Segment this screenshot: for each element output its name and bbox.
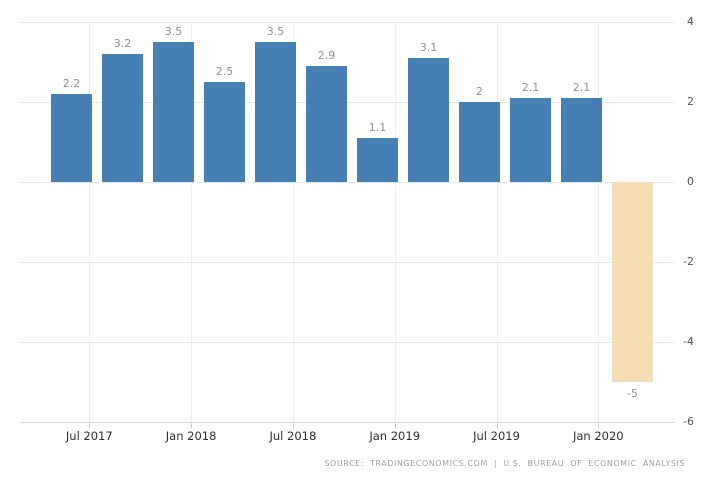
data-bar[interactable] — [459, 102, 500, 182]
x-axis-tick — [598, 422, 600, 428]
bar-value-label: 3.1 — [419, 41, 438, 54]
x-axis-tick — [394, 422, 396, 428]
x-axis-label: Jul 2019 — [473, 429, 520, 443]
horizontal-gridline — [20, 102, 675, 103]
horizontal-gridline — [20, 182, 675, 183]
x-axis-tick — [496, 422, 498, 428]
bar-value-label: 2.9 — [317, 49, 336, 62]
bar-value-label: 2.1 — [521, 81, 540, 94]
bar-value-label: 2.1 — [572, 81, 591, 94]
bar-value-label: 3.5 — [266, 25, 285, 38]
y-axis-label: -4 — [683, 335, 694, 348]
bar-value-label: 2.2 — [62, 77, 81, 90]
data-bar[interactable] — [204, 82, 245, 182]
vertical-gridline — [89, 22, 91, 422]
horizontal-gridline — [20, 22, 675, 23]
bar-value-label: -5 — [627, 387, 638, 400]
data-bar[interactable] — [510, 98, 551, 182]
x-axis-tick — [89, 422, 91, 428]
x-axis-tick — [292, 422, 294, 428]
y-axis-label: 2 — [687, 95, 694, 108]
data-bar[interactable] — [102, 54, 143, 182]
y-axis-label: 4 — [687, 15, 694, 28]
data-bar[interactable] — [357, 138, 398, 182]
bar-value-label: 3.2 — [113, 37, 132, 50]
horizontal-gridline — [20, 262, 675, 263]
data-bar[interactable] — [153, 42, 194, 182]
bar-value-label: 1.1 — [368, 121, 387, 134]
x-axis-label: Jan 2019 — [369, 429, 421, 443]
vertical-gridline — [496, 22, 498, 422]
horizontal-gridline — [20, 422, 675, 423]
vertical-gridline — [191, 22, 193, 422]
x-axis-tick — [191, 422, 193, 428]
x-axis-label: Jul 2017 — [65, 429, 113, 443]
data-bar[interactable] — [255, 42, 296, 182]
vertical-gridline — [598, 22, 600, 422]
bar-value-label: 3.5 — [164, 25, 183, 38]
bar-value-label: 2.5 — [215, 65, 234, 78]
data-bar[interactable] — [408, 58, 449, 182]
data-bar[interactable] — [306, 66, 347, 182]
data-bar-forecast[interactable] — [612, 182, 653, 382]
data-bar[interactable] — [51, 94, 92, 182]
source-credit: SOURCE: TRADINGECONOMICS.COM | U.S. BURE… — [324, 459, 685, 468]
vertical-gridline — [394, 22, 396, 422]
x-axis-label: Jan 2020 — [572, 429, 624, 443]
y-axis-label: 0 — [687, 175, 694, 188]
data-bar[interactable] — [561, 98, 602, 182]
bar-value-label: 2 — [476, 85, 483, 98]
x-axis-label: Jul 2018 — [269, 429, 317, 443]
y-axis-label: -2 — [683, 255, 694, 268]
horizontal-gridline — [20, 342, 675, 343]
y-axis-label: -6 — [683, 415, 694, 428]
vertical-gridline — [292, 22, 294, 422]
x-axis-label: Jan 2018 — [165, 429, 217, 443]
